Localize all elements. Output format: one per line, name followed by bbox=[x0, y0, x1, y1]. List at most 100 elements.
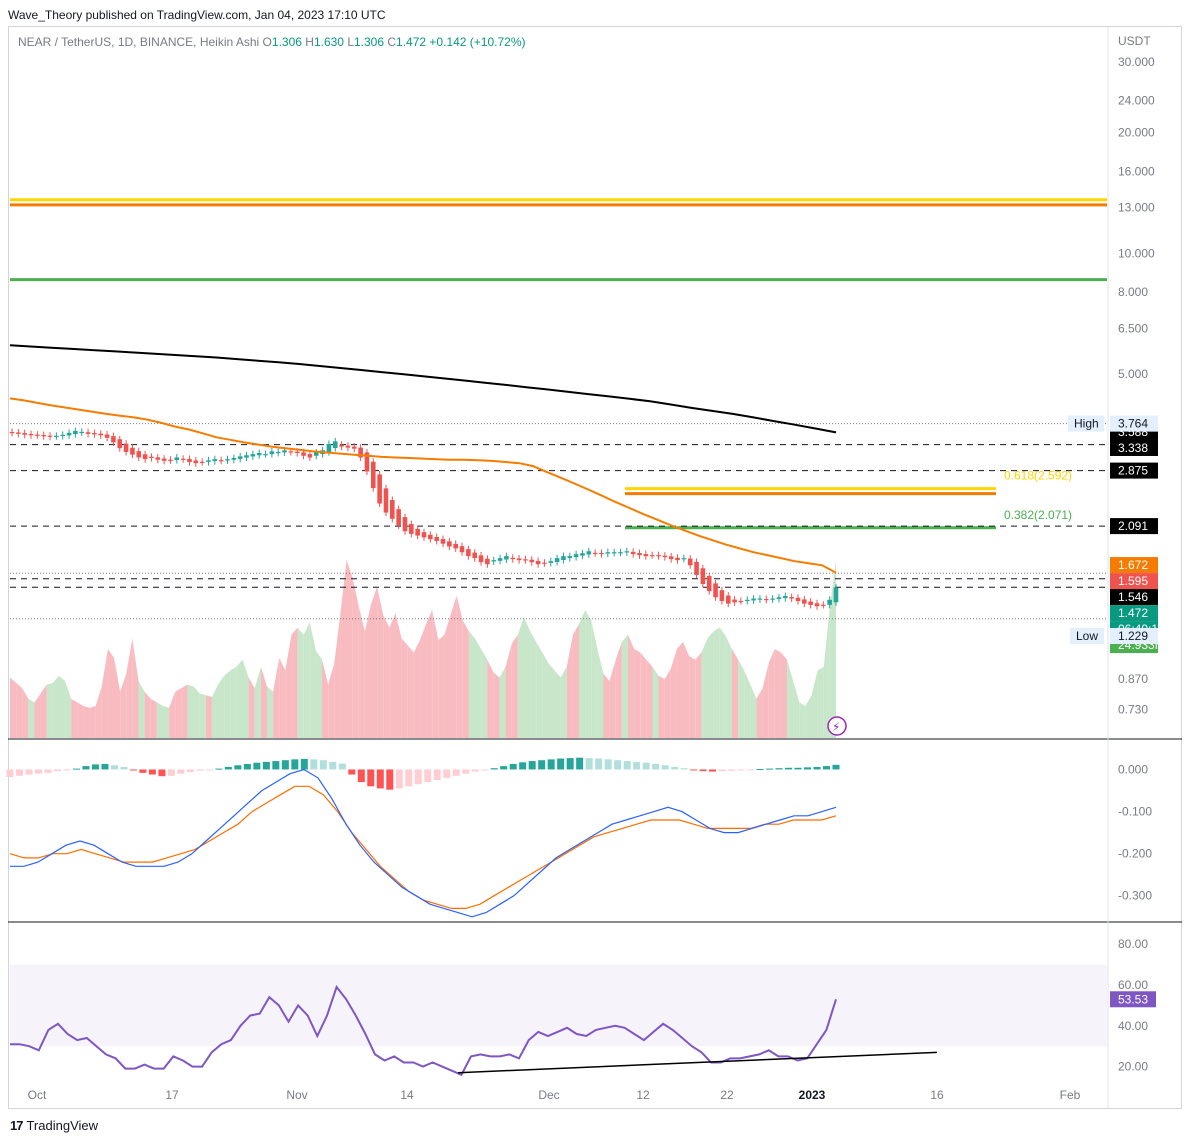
candle-body bbox=[263, 454, 268, 456]
price-tag-label: 1.546 bbox=[1118, 590, 1148, 604]
macd-histogram-bar bbox=[604, 759, 612, 770]
macd-histogram-bar bbox=[44, 769, 52, 773]
rsi-trendline bbox=[457, 1051, 938, 1074]
macd-histogram-bar bbox=[91, 764, 99, 770]
candle-body bbox=[700, 568, 706, 584]
candle-body bbox=[313, 452, 319, 456]
macd-histogram-bar bbox=[585, 758, 593, 770]
candle-body bbox=[757, 598, 763, 600]
macd-histogram-bar bbox=[110, 765, 118, 770]
volume-segment bbox=[107, 649, 115, 738]
volume-segment bbox=[83, 705, 90, 738]
candle-body bbox=[713, 583, 718, 598]
time-tick-label: 16 bbox=[930, 1088, 944, 1102]
time-tick-label: 22 bbox=[720, 1088, 734, 1102]
macd-histogram-bar bbox=[253, 762, 261, 770]
candle-body bbox=[478, 555, 484, 563]
candle-body bbox=[282, 450, 287, 453]
volume-segment bbox=[58, 675, 66, 738]
volume-segment bbox=[774, 649, 781, 738]
volume-segment bbox=[530, 631, 537, 738]
volume-segment bbox=[334, 613, 341, 738]
macd-histogram-bar bbox=[642, 762, 650, 770]
candle-body bbox=[694, 561, 699, 575]
macd-histogram-bar bbox=[576, 757, 584, 770]
volume-segment bbox=[566, 634, 573, 738]
candle-body bbox=[212, 459, 218, 462]
macd-tick-label: -0.300 bbox=[1118, 889, 1152, 903]
volume-segment bbox=[364, 604, 371, 738]
time-tick-label: Dec bbox=[538, 1088, 559, 1102]
macd-histogram-bar bbox=[557, 758, 565, 770]
candle-body bbox=[605, 552, 611, 554]
brand-name: TradingView bbox=[26, 1118, 99, 1133]
volume-segment bbox=[242, 659, 249, 738]
tradingview-brand[interactable]: 17 TradingView bbox=[10, 1118, 98, 1133]
macd-histogram-bar bbox=[167, 769, 175, 776]
macd-histogram-bar bbox=[319, 760, 327, 770]
volume-segment bbox=[511, 634, 518, 738]
legend-low: 1.306 bbox=[354, 35, 385, 49]
candle-body bbox=[497, 558, 503, 561]
volume-segment bbox=[297, 627, 304, 738]
time-tick-label: 14 bbox=[400, 1088, 414, 1102]
legend-symbol: NEAR / TetherUS, 1D, BINANCE, Heikin Ash… bbox=[18, 35, 260, 49]
time-tick-label: Feb bbox=[1060, 1088, 1081, 1102]
moving-averages bbox=[9, 344, 837, 574]
candle-body bbox=[649, 555, 655, 557]
candle-body bbox=[751, 598, 756, 601]
volume-segment bbox=[279, 657, 286, 738]
macd-histogram-bar bbox=[196, 769, 204, 771]
volume-segment bbox=[591, 620, 598, 738]
volume-segment bbox=[438, 634, 445, 738]
volume-segment bbox=[493, 672, 500, 738]
macd-histogram-bar bbox=[756, 769, 764, 771]
price-tags: 3.5883.3382.8752.0911.6721.5951.5461.472… bbox=[827, 415, 1165, 1008]
macd-histogram-bar bbox=[509, 763, 517, 770]
volume-segment bbox=[169, 691, 176, 738]
candle-body bbox=[808, 601, 813, 605]
time-tick-label: 2023 bbox=[799, 1088, 826, 1102]
volume-segment bbox=[762, 663, 769, 738]
macd-tick-label: -0.100 bbox=[1118, 805, 1152, 819]
price-tag-label: 3.338 bbox=[1118, 441, 1148, 455]
volume-segment bbox=[615, 641, 622, 738]
macd-histogram-bar bbox=[148, 769, 156, 775]
volume-segment bbox=[548, 663, 555, 738]
volume-segment bbox=[346, 560, 353, 738]
ema50-line bbox=[9, 397, 837, 574]
volume-segment bbox=[340, 560, 347, 738]
volume-segment bbox=[218, 675, 225, 738]
candle-body bbox=[833, 587, 839, 603]
macd-histogram-bar bbox=[433, 769, 441, 780]
macd-histogram-bar bbox=[281, 760, 289, 770]
candle-body bbox=[199, 461, 205, 464]
macd-histogram-bar bbox=[595, 758, 603, 770]
macd-histogram-bar bbox=[376, 769, 384, 789]
candle-body bbox=[681, 558, 687, 560]
macd-histogram-bar bbox=[262, 761, 270, 770]
macd-histogram-bar bbox=[718, 769, 726, 772]
candle-body bbox=[428, 534, 433, 540]
candle-body bbox=[409, 524, 414, 534]
volume-segment bbox=[725, 636, 732, 738]
candle-body bbox=[41, 434, 46, 437]
volume-segment bbox=[701, 638, 708, 738]
price-tag-label: 1.672 bbox=[1118, 558, 1148, 572]
volume-segment bbox=[328, 663, 335, 738]
volume-segment bbox=[609, 659, 616, 738]
candle-body bbox=[453, 543, 458, 549]
candle-body bbox=[586, 551, 592, 555]
lightning-glyph: ⚡ bbox=[832, 720, 840, 734]
rsi-line bbox=[10, 984, 837, 1077]
volume-segment bbox=[787, 659, 794, 738]
candle-body bbox=[142, 454, 148, 460]
candle-body bbox=[618, 552, 623, 554]
volume-segment bbox=[273, 657, 280, 738]
volume-segment bbox=[230, 666, 237, 738]
rsi-value-label: 53.53 bbox=[1118, 992, 1148, 1006]
macd-histogram-bar bbox=[443, 769, 451, 778]
volume-segment bbox=[193, 686, 200, 738]
candle-body bbox=[206, 460, 211, 462]
